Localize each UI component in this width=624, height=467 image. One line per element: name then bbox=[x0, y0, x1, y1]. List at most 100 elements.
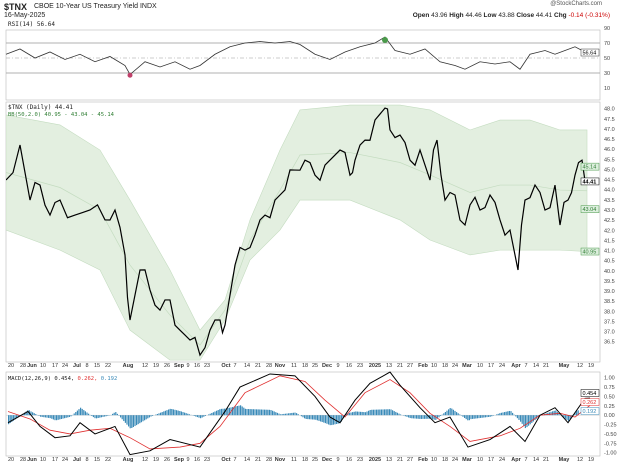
macd-histogram-bar bbox=[142, 415, 144, 422]
macd-histogram-bar bbox=[185, 413, 187, 416]
macd-histogram-bar bbox=[248, 409, 250, 416]
macd-histogram-bar bbox=[308, 415, 310, 420]
date-tick-label: 23 bbox=[204, 363, 210, 369]
macd-histogram-bar bbox=[332, 415, 334, 425]
macd-histogram-bar bbox=[8, 415, 10, 425]
macd-tick-label: 1.00 bbox=[604, 376, 615, 382]
date-tick-label: 12 bbox=[142, 457, 148, 463]
price-tick-label: 39.5 bbox=[604, 279, 615, 285]
date-tick-label: 21 bbox=[255, 363, 261, 369]
date-tick-label: 28 bbox=[266, 363, 272, 369]
macd-tick-label: -0.25 bbox=[604, 423, 617, 429]
macd-histogram-bar bbox=[268, 409, 270, 416]
date-tick-label: 15 bbox=[94, 457, 100, 463]
ohlc-value: 44.46 bbox=[465, 12, 484, 19]
panel-frame bbox=[5, 101, 601, 363]
macd-histogram-bar bbox=[358, 411, 360, 416]
macd-histogram-bar bbox=[398, 413, 400, 416]
date-tick-label: 12 bbox=[577, 363, 583, 369]
macd-histogram-bar bbox=[57, 415, 59, 420]
ohlc-readout: Open 43.96 High 44.46 Low 43.88 Close 44… bbox=[413, 12, 610, 19]
symbol-name: CBOE 10-Year US Treasury Yield INDX bbox=[34, 3, 157, 10]
date-tick-label: 24 bbox=[499, 363, 505, 369]
macd-histogram-bar bbox=[400, 414, 402, 416]
macd-histogram-bar bbox=[521, 415, 523, 424]
ohlc-value: 43.88 bbox=[498, 12, 517, 19]
date-tick-label: 24 bbox=[452, 457, 458, 463]
macd-histogram-bar bbox=[384, 409, 386, 416]
rsi-legend: RSI(14) 56.64 bbox=[8, 21, 55, 28]
macd-histogram-bar bbox=[164, 410, 166, 416]
bb-legend: BB(50,2.0) 40.95 - 43.04 - 45.14 bbox=[8, 112, 114, 118]
date-tick-label: Feb bbox=[418, 363, 428, 369]
panel-frame bbox=[5, 29, 601, 101]
macd-histogram-bar bbox=[46, 415, 48, 418]
macd-histogram-bar bbox=[420, 415, 422, 419]
macd-histogram-bar bbox=[297, 414, 299, 416]
macd-histogram-bar bbox=[219, 409, 221, 416]
macd-histogram-bar bbox=[179, 411, 181, 416]
macd-histogram-bar bbox=[404, 415, 406, 417]
macd-signal-line bbox=[7, 375, 591, 450]
date-tick-label: 12 bbox=[142, 363, 148, 369]
date-tick-label: 19 bbox=[153, 457, 159, 463]
date-tick-label: 19 bbox=[153, 363, 159, 369]
macd-tick-label: -1.00 bbox=[604, 451, 617, 457]
macd-histogram-bar bbox=[70, 415, 72, 417]
price-tick-label: 37.5 bbox=[604, 319, 615, 325]
rsi-tick-label: 10 bbox=[604, 86, 610, 92]
macd-histogram-bar bbox=[496, 414, 498, 416]
macd-histogram-bar bbox=[59, 415, 61, 420]
macd-histogram-bar bbox=[326, 415, 328, 424]
macd-histogram-bar bbox=[304, 415, 306, 419]
macd-legend-signal: 0.262, bbox=[77, 376, 98, 382]
macd-histogram-bar bbox=[83, 410, 85, 416]
macd-histogram-bar bbox=[16, 415, 18, 419]
date-tick-label: Apr bbox=[511, 363, 521, 369]
macd-histogram-bar bbox=[526, 415, 528, 428]
macd-histogram-bar bbox=[432, 415, 434, 420]
macd-histogram-bar bbox=[232, 407, 234, 416]
macd-histogram-bar bbox=[38, 415, 40, 416]
macd-histogram-bar bbox=[529, 415, 531, 425]
date-tick-label: Aug bbox=[123, 363, 134, 369]
date-tick-label: Sep bbox=[174, 457, 185, 463]
price-tick-label: 42.5 bbox=[604, 218, 615, 224]
price-tick-label: 48.0 bbox=[604, 107, 615, 113]
date-tick-label: 21 bbox=[543, 457, 549, 463]
macd-histogram-bar bbox=[236, 406, 238, 416]
date-tick-label: 7 bbox=[524, 363, 527, 369]
date-tick-label: 24 bbox=[452, 363, 458, 369]
macd-histogram-bar bbox=[524, 415, 526, 429]
ohlc-label: Low bbox=[483, 12, 499, 19]
date-tick-label: Mar bbox=[462, 363, 473, 369]
macd-histogram-bar bbox=[148, 415, 150, 418]
date-tick-label: 12 bbox=[577, 457, 583, 463]
date-tick-label: Sep bbox=[174, 363, 185, 369]
macd-histogram-bar bbox=[356, 411, 358, 416]
macd-value-badge-text: 0.192 bbox=[583, 409, 597, 415]
macd-histogram-bar bbox=[91, 415, 93, 417]
date-tick-label: 27 bbox=[407, 457, 413, 463]
macd-histogram-bar bbox=[264, 409, 266, 416]
macd-histogram-bar bbox=[451, 408, 453, 416]
price-tick-label: 44.0 bbox=[604, 188, 615, 194]
macd-histogram-bar bbox=[532, 415, 534, 422]
macd-histogram-bar bbox=[96, 415, 98, 419]
macd-histogram-bar bbox=[129, 415, 131, 429]
macd-histogram-bar bbox=[30, 411, 32, 416]
macd-tick-label: 0.50 bbox=[604, 394, 615, 400]
price-tick-label: 40.0 bbox=[604, 269, 615, 275]
macd-histogram-bar bbox=[17, 415, 19, 418]
macd-histogram-bar bbox=[566, 415, 568, 420]
macd-histogram-bar bbox=[502, 412, 504, 416]
macd-histogram-bar bbox=[67, 415, 69, 418]
macd-histogram-bar bbox=[286, 413, 288, 416]
date-tick-label: 8 bbox=[85, 363, 88, 369]
price-tick-label: 37.0 bbox=[604, 330, 615, 336]
macd-histogram-bar bbox=[478, 415, 480, 419]
macd-histogram-bar bbox=[316, 415, 318, 421]
date-tick-label: 8 bbox=[85, 457, 88, 463]
price-value-badge-text: 40.95 bbox=[583, 250, 597, 256]
